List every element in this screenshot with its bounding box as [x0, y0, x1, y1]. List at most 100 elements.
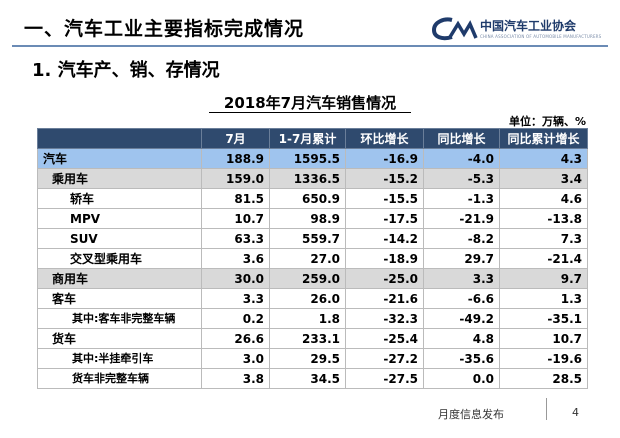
table-cell: 3.8 [201, 368, 270, 389]
table-cell: 3.3 [201, 288, 270, 309]
section-title: 一、汽车工业主要指标完成情况 [24, 18, 305, 40]
caam-logo: 中国汽车工业协会 CHINA ASSOCIATION OF AUTOMOBILE… [430, 12, 610, 46]
table-row: 客车 3.3 26.0 -21.6 -6.6 1.3 [37, 288, 588, 309]
row-label: 乘用车 [37, 168, 202, 189]
table-cell: 27.0 [269, 248, 346, 269]
column-header: 环比增长 [345, 128, 424, 149]
row-label: 商用车 [37, 268, 202, 289]
table-cell: 10.7 [499, 328, 588, 349]
unit-label: 单位：万辆、% [508, 115, 586, 128]
subsection-title: 1. 汽车产、销、存情况 [32, 60, 220, 81]
table-cell: 3.0 [201, 348, 270, 369]
logo-chinese-name: 中国汽车工业协会 [480, 19, 577, 33]
row-label: SUV [37, 228, 202, 249]
table-header-row: 7月 1-7月累计 环比增长 同比增长 同比累计增长 [37, 128, 588, 149]
table-cell: -17.5 [345, 208, 424, 229]
table-cell: 4.6 [499, 188, 588, 209]
table-title-underline [209, 112, 411, 113]
table-cell: 259.0 [269, 268, 346, 289]
table-cell: -21.4 [499, 248, 588, 269]
header-divider [12, 45, 608, 47]
table-row: 其中:客车非完整车辆 0.2 1.8 -32.3 -49.2 -35.1 [37, 308, 588, 329]
table-cell: 28.5 [499, 368, 588, 389]
column-header: 同比增长 [423, 128, 500, 149]
column-header: 7月 [201, 128, 270, 149]
row-label: 汽车 [37, 148, 202, 169]
table-cell: 30.0 [201, 268, 270, 289]
table-row: 乘用车 159.0 1336.5 -15.2 -5.3 3.4 [37, 168, 588, 189]
table-cell: -16.9 [345, 148, 424, 169]
table-row: 商用车 30.0 259.0 -25.0 3.3 9.7 [37, 268, 588, 289]
table-cell: -21.9 [423, 208, 500, 229]
table-row: 其中:半挂牵引车 3.0 29.5 -27.2 -35.6 -19.6 [37, 348, 588, 369]
table-cell: 233.1 [269, 328, 346, 349]
table-cell: -18.9 [345, 248, 424, 269]
table-cell: -27.5 [345, 368, 424, 389]
table-cell: 10.7 [201, 208, 270, 229]
table-cell: -4.0 [423, 148, 500, 169]
column-header: 同比累计增长 [499, 128, 588, 149]
table-cell: 29.5 [269, 348, 346, 369]
table-cell: 0.0 [423, 368, 500, 389]
table-cell: -25.0 [345, 268, 424, 289]
sales-table: 7月 1-7月累计 环比增长 同比增长 同比累计增长 汽车 188.9 1595… [37, 128, 588, 389]
table-cell: 63.3 [201, 228, 270, 249]
table-cell: 81.5 [201, 188, 270, 209]
table-cell: -6.6 [423, 288, 500, 309]
table-cell: 1.8 [269, 308, 346, 329]
row-label: 货车 [37, 328, 202, 349]
row-label: 货车非完整车辆 [37, 368, 202, 389]
row-label: MPV [37, 208, 202, 229]
table-cell: 26.6 [201, 328, 270, 349]
table-cell: -13.8 [499, 208, 588, 229]
table-row: 货车非完整车辆 3.8 34.5 -27.5 0.0 28.5 [37, 368, 588, 389]
table-cell: 0.2 [201, 308, 270, 329]
table-cell: -5.3 [423, 168, 500, 189]
table-cell: -8.2 [423, 228, 500, 249]
table-cell: -49.2 [423, 308, 500, 329]
table-cell: -19.6 [499, 348, 588, 369]
table-row: 汽车 188.9 1595.5 -16.9 -4.0 4.3 [37, 148, 588, 169]
table-cell: 1.3 [499, 288, 588, 309]
table-cell: -14.2 [345, 228, 424, 249]
table-cell: 650.9 [269, 188, 346, 209]
table-cell: -15.5 [345, 188, 424, 209]
table-row: 轿车 81.5 650.9 -15.5 -1.3 4.6 [37, 188, 588, 209]
table-title: 2018年7月汽车销售情况 [223, 94, 397, 112]
table-cell: -32.3 [345, 308, 424, 329]
column-header: 1-7月累计 [269, 128, 346, 149]
footer-divider [546, 398, 547, 420]
table-cell: 1595.5 [269, 148, 346, 169]
table-cell: 559.7 [269, 228, 346, 249]
table-cell: 26.0 [269, 288, 346, 309]
table-row: MPV 10.7 98.9 -17.5 -21.9 -13.8 [37, 208, 588, 229]
table-cell: -27.2 [345, 348, 424, 369]
table-row: 交叉型乘用车 3.6 27.0 -18.9 29.7 -21.4 [37, 248, 588, 269]
row-label: 其中:半挂牵引车 [37, 348, 202, 369]
table-cell: -1.3 [423, 188, 500, 209]
table-row: 货车 26.6 233.1 -25.4 4.8 10.7 [37, 328, 588, 349]
row-label: 其中:客车非完整车辆 [37, 308, 202, 329]
table-cell: 4.8 [423, 328, 500, 349]
table-cell: -15.2 [345, 168, 424, 189]
table-cell: 34.5 [269, 368, 346, 389]
table-cell: 4.3 [499, 148, 588, 169]
table-cell: 159.0 [201, 168, 270, 189]
table-cell: 3.6 [201, 248, 270, 269]
table-cell: -35.1 [499, 308, 588, 329]
column-header [37, 128, 202, 149]
table-cell: -35.6 [423, 348, 500, 369]
table-cell: 7.3 [499, 228, 588, 249]
table-cell: 188.9 [201, 148, 270, 169]
table-cell: -25.4 [345, 328, 424, 349]
footer-label: 月度信息发布 [438, 408, 504, 421]
row-label: 客车 [37, 288, 202, 309]
page-number: 4 [572, 406, 579, 419]
table-cell: 3.3 [423, 268, 500, 289]
logo-english-name: CHINA ASSOCIATION OF AUTOMOBILE MANUFACT… [480, 34, 602, 39]
table-row: SUV 63.3 559.7 -14.2 -8.2 7.3 [37, 228, 588, 249]
table-cell: 1336.5 [269, 168, 346, 189]
table-cell: 29.7 [423, 248, 500, 269]
table-cell: 3.4 [499, 168, 588, 189]
caam-logo-mark-icon [431, 17, 478, 41]
